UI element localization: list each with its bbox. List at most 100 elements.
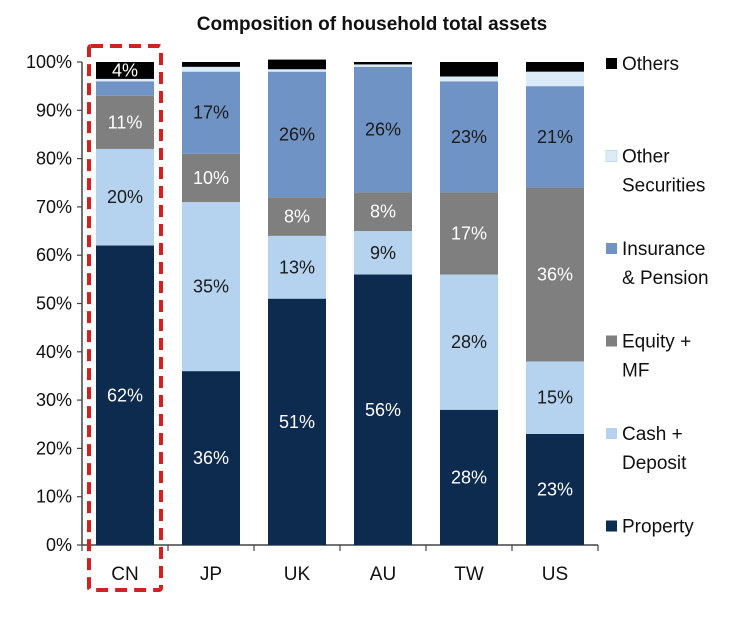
- legend-swatch: [606, 243, 617, 254]
- x-category-label: JP: [200, 564, 222, 585]
- legend-entry: Other Securities: [605, 147, 705, 197]
- data-label: 20%: [107, 187, 143, 207]
- bar-segment-cash-deposit: [526, 361, 584, 434]
- bar-segment-property: [526, 433, 584, 545]
- bar-segment-equity-mf: [354, 192, 412, 232]
- bar-segment-property: [268, 298, 326, 545]
- legend-label: MF: [622, 361, 649, 382]
- axis-layer: 0% 10% 20% 30% 40% 50% 60% 70% 80% 90% 100% CN JP UK A…: [26, 52, 599, 585]
- x-category-label: CN: [111, 564, 138, 585]
- data-label: 17%: [193, 103, 229, 123]
- legend-entry: Insurance & Pension: [606, 239, 709, 289]
- bar-segment-cash-deposit: [354, 231, 412, 275]
- legend-label: Property: [622, 517, 694, 538]
- legend: Others Other Securities Insurance & Pension E…: [605, 54, 709, 538]
- data-label: 11%: [108, 112, 143, 132]
- bar-segment-others: [182, 62, 240, 67]
- x-category-label: AU: [370, 564, 396, 585]
- data-label: 28%: [451, 332, 487, 352]
- legend-label: Cash +: [622, 424, 683, 445]
- bar-segment-others: [96, 62, 154, 79]
- x-category-label: UK: [284, 564, 311, 585]
- bar-segment-property: [96, 245, 154, 546]
- bar-segment-insurance-pension: [440, 81, 498, 193]
- bar-segment-property: [354, 274, 412, 545]
- y-tick-label: 0%: [46, 535, 72, 555]
- bar-segment-other-securities: [354, 64, 412, 67]
- bar-segment-cash-deposit: [268, 235, 326, 299]
- legend-entry: Cash + Deposit: [606, 424, 687, 474]
- legend-label: Others: [622, 54, 679, 75]
- y-tick-label: 50%: [36, 294, 72, 314]
- bar-segment-other-securities: [268, 69, 326, 72]
- y-tick-label: 30%: [36, 390, 72, 410]
- data-label: 26%: [279, 124, 315, 144]
- bar-segment-others: [268, 59, 326, 70]
- legend-swatch: [605, 150, 618, 162]
- legend-label: Insurance: [622, 239, 705, 260]
- bar-segment-cash-deposit: [96, 148, 154, 246]
- bar-segment-insurance-pension: [268, 71, 326, 198]
- bar-segment-other-securities: [182, 66, 240, 72]
- bar-segment-others: [354, 62, 412, 65]
- bar-segment-equity-mf: [440, 192, 498, 275]
- data-label: 8%: [370, 202, 396, 222]
- bar-segment-equity-mf: [96, 95, 154, 149]
- bar-segment-insurance-pension: [96, 81, 154, 96]
- legend-swatch: [606, 520, 617, 532]
- legend-label: & Pension: [622, 268, 709, 289]
- highlight-box: [87, 44, 163, 592]
- legend-swatch: [606, 428, 617, 439]
- x-category-label: US: [542, 564, 568, 585]
- data-label: 23%: [537, 479, 573, 499]
- data-label: 4%: [112, 60, 138, 80]
- data-label: 51%: [279, 412, 315, 432]
- data-label: 26%: [365, 120, 401, 140]
- highlight-layer: [87, 44, 163, 592]
- data-label: 21%: [537, 127, 573, 147]
- data-label: 36%: [537, 265, 573, 285]
- data-label: 36%: [193, 448, 229, 468]
- data-label: 13%: [279, 257, 315, 277]
- legend-swatch: [606, 335, 617, 347]
- chart-title: Composition of household total assets: [197, 14, 547, 35]
- bar-segment-equity-mf: [268, 197, 326, 236]
- y-tick-label: 20%: [36, 438, 72, 458]
- y-tick-label: 40%: [36, 342, 72, 362]
- bars-layer: 62% 20% 11% 4% 36% 35% 10% 17% 51% 13% 8% 26% 56% 9% 8…: [96, 59, 584, 546]
- bar-segment-other-securities: [96, 78, 154, 82]
- data-label: 8%: [284, 207, 310, 227]
- y-tick-label: 100%: [26, 52, 72, 72]
- data-label: 9%: [370, 243, 396, 263]
- bar-segment-other-securities: [526, 71, 584, 87]
- data-label: 17%: [451, 223, 487, 243]
- data-label: 35%: [193, 277, 229, 297]
- legend-label: Securities: [622, 176, 705, 197]
- data-label: 56%: [365, 400, 401, 420]
- legend-entry: Others: [606, 54, 679, 75]
- bar-segment-cash-deposit: [182, 202, 240, 372]
- legend-label: Other: [622, 147, 670, 168]
- legend-label: Equity +: [622, 332, 691, 353]
- x-category-label: TW: [454, 564, 484, 585]
- bar-segment-insurance-pension: [182, 71, 240, 154]
- data-label: 15%: [537, 388, 573, 408]
- y-tick-label: 10%: [36, 487, 72, 507]
- bar-segment-property: [182, 371, 240, 545]
- bar-segment-other-securities: [440, 76, 498, 82]
- bar-segment-insurance-pension: [354, 66, 412, 193]
- legend-swatch: [606, 58, 617, 69]
- bar-segment-insurance-pension: [526, 86, 584, 188]
- y-tick-label: 60%: [36, 245, 72, 265]
- legend-entry: Property: [606, 517, 694, 538]
- data-label: 23%: [451, 127, 487, 147]
- bar-segment-cash-deposit: [440, 274, 498, 410]
- y-tick-label: 90%: [36, 100, 72, 120]
- bar-segment-equity-mf: [182, 153, 240, 203]
- legend-label: Deposit: [622, 453, 687, 474]
- bar-segment-equity-mf: [526, 187, 584, 362]
- y-tick-label: 80%: [36, 149, 72, 169]
- legend-entry: Equity + MF: [606, 332, 691, 382]
